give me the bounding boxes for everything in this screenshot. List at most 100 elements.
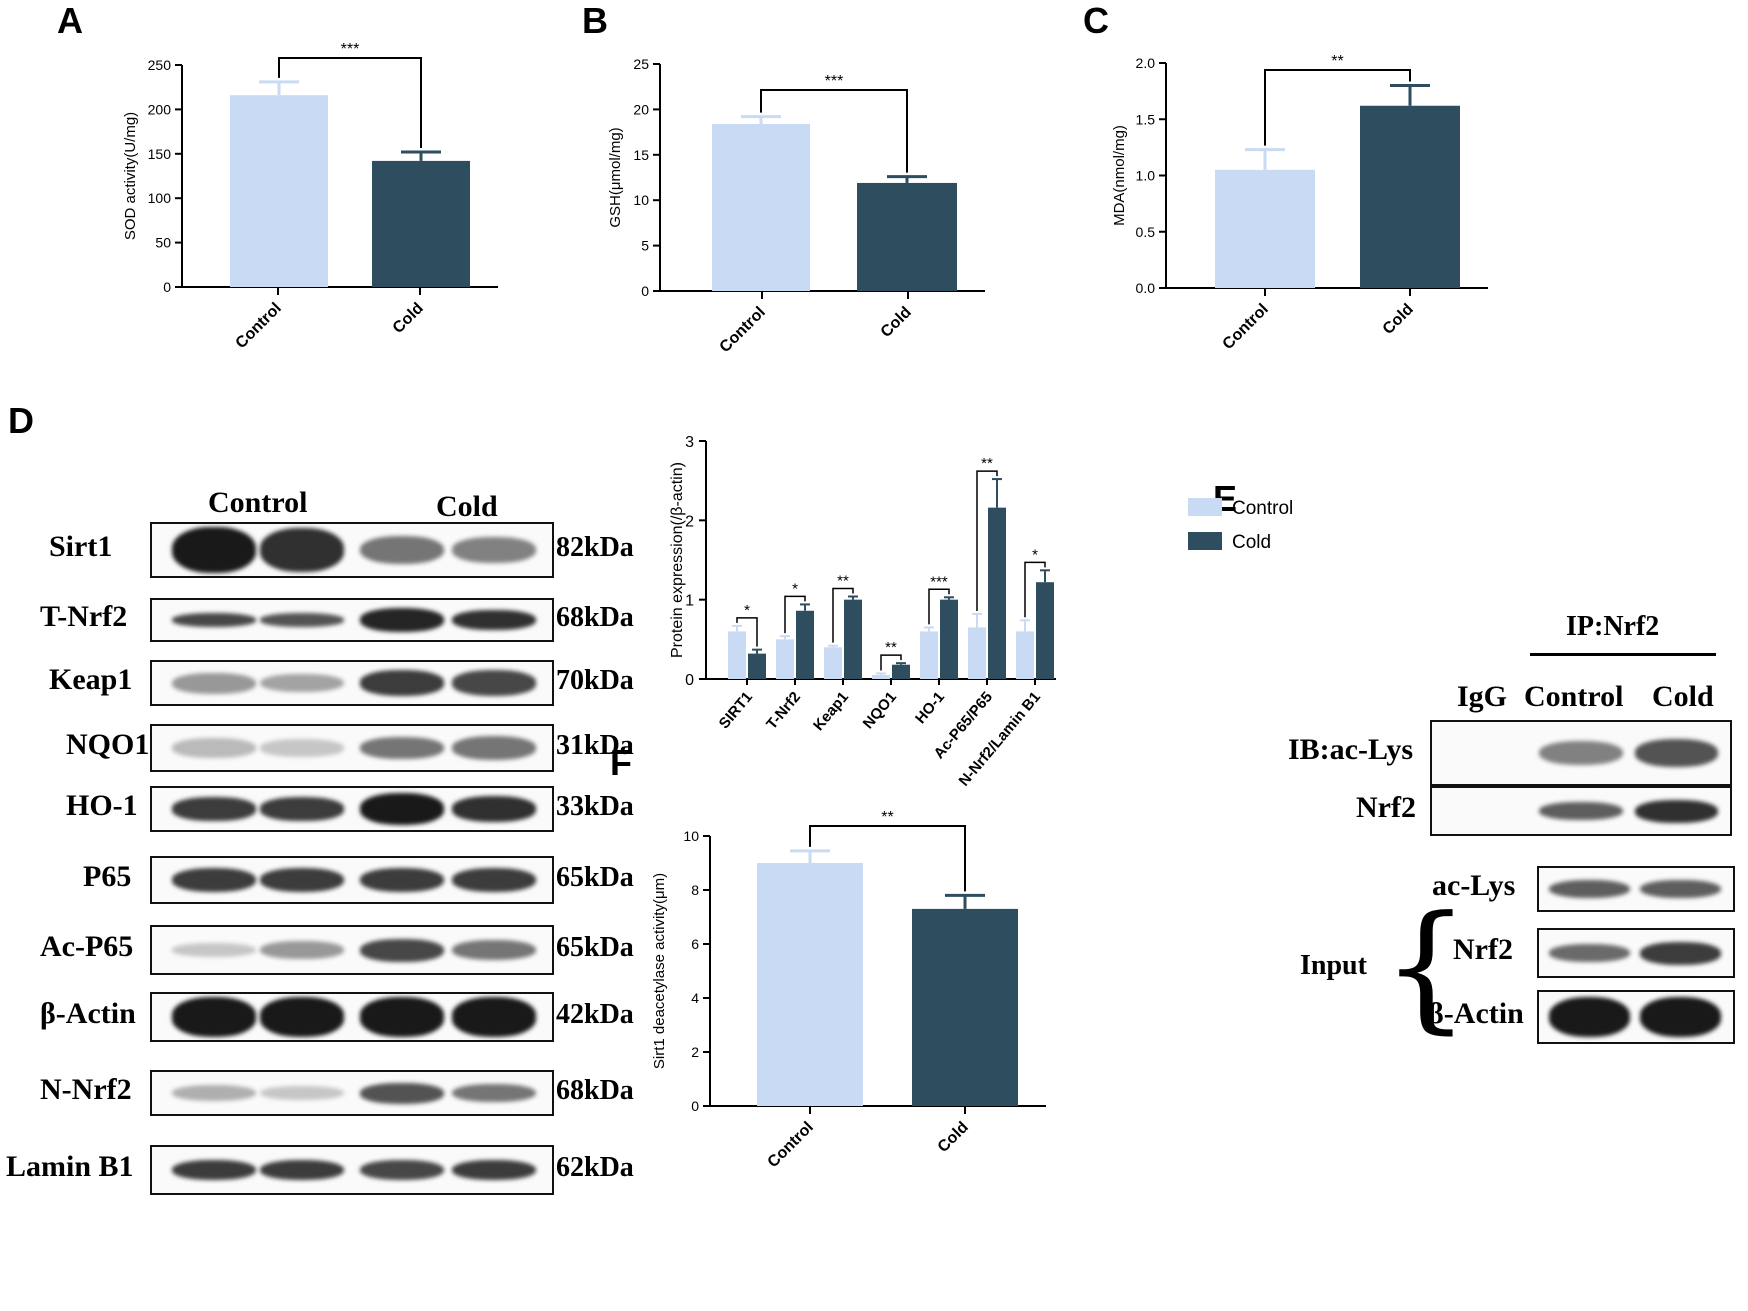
blot-d-row-box — [150, 925, 554, 975]
panel-letter-a: A — [57, 0, 83, 41]
chart-d-bar-cold — [988, 507, 1006, 679]
blot-e-input-row-label: ac-Lys — [1432, 869, 1516, 902]
chart-b-y-tick-label: 0 — [641, 283, 649, 299]
chart-d-bar-control — [920, 631, 938, 679]
chart-f-significance-bracket — [809, 825, 966, 892]
blot-e-ip-label: IP:Nrf2 — [1566, 611, 1660, 642]
blot-d-band — [360, 670, 444, 696]
blot-e-band — [1639, 879, 1722, 899]
blot-d-band — [260, 1085, 344, 1101]
chart-d-x-label: T-Nrf2 — [763, 689, 804, 733]
blot-d-row-label: β-Actin — [40, 997, 136, 1030]
panel-letter-c: C — [1083, 0, 1109, 41]
chart-f-x-label-cold: Cold — [935, 1119, 972, 1156]
blot-d-row-label: Ac-P65 — [40, 930, 134, 963]
blot-d-row-box — [150, 660, 554, 706]
chart-f-y-tick-label: 10 — [683, 828, 699, 844]
chart-d-y-label: Protein expression(/β-actin) — [669, 462, 686, 658]
chart-d-bar-control — [824, 647, 842, 679]
blot-d-row-kda: 62kDa — [556, 1152, 634, 1183]
blot-d-band — [360, 793, 444, 825]
blot-e-band — [1548, 943, 1631, 963]
chart-b-y-tick-label: 20 — [633, 101, 649, 117]
chart-c-x-label-cold: Cold — [1380, 301, 1417, 338]
chart-d-significance-bracket — [976, 470, 998, 611]
blot-d-band — [172, 797, 256, 821]
blot-d-row-label: N-Nrf2 — [40, 1073, 132, 1106]
blot-e-input-row-label: Nrf2 — [1453, 933, 1513, 966]
blot-d-band — [452, 796, 536, 822]
blot-e-input-brace: { — [1382, 886, 1470, 1047]
chart-d-bar-control — [968, 627, 986, 679]
panel-letter-f: F — [610, 742, 632, 783]
blot-d-row-box — [150, 1070, 554, 1116]
blot-d-band — [260, 867, 344, 893]
chart-d-legend-swatch-control — [1188, 498, 1222, 516]
chart-d-significance: *** — [930, 573, 948, 590]
blot-e-input-box — [1537, 990, 1735, 1044]
blot-d-band — [172, 1084, 256, 1102]
blot-d-band — [172, 738, 256, 758]
chart-d-y-tick-label: 0 — [685, 672, 694, 689]
blot-d-row-kda: 65kDa — [556, 932, 634, 963]
blot-e-ip-line — [1530, 653, 1716, 656]
chart-a-y-tick-label: 150 — [148, 146, 172, 162]
blot-e-input-row-label: β-Actin — [1428, 997, 1524, 1030]
blot-d-band — [172, 997, 256, 1037]
blot-d-band — [360, 867, 444, 893]
chart-f-bar-cold — [912, 908, 1018, 1106]
chart-d-significance: ** — [981, 455, 993, 472]
blot-d-band — [260, 739, 344, 757]
panel-letter-b: B — [582, 0, 608, 41]
blot-e-lane-control: Control — [1524, 680, 1624, 713]
blot-d-band — [260, 997, 344, 1037]
chart-a-y-tick-label: 50 — [155, 235, 171, 251]
panel-letter-d: D — [8, 400, 34, 441]
chart-d-bar-cold — [844, 599, 862, 679]
blot-e-band — [1634, 739, 1719, 767]
chart-d-bar-cold — [796, 610, 814, 679]
blot-d-row-box — [150, 856, 554, 904]
chart-c-significance: ** — [1331, 53, 1343, 70]
blot-d-row-box — [150, 598, 554, 642]
chart-d-bar-control — [728, 631, 746, 679]
chart-d-bar-control — [1016, 631, 1034, 679]
blot-d-row-label: NQO1 — [66, 728, 150, 761]
chart-b-bar-cold — [857, 182, 957, 291]
chart-d-significance: * — [792, 580, 798, 597]
blot-e-lane-igg: IgG — [1457, 680, 1508, 713]
chart-c-y-tick-label: 0.0 — [1136, 280, 1156, 296]
chart-a-y-tick-label: 0 — [163, 279, 171, 295]
blot-d-band — [360, 737, 444, 759]
chart-d-significance-bracket — [1024, 561, 1046, 618]
blot-d-header-cold: Cold — [436, 490, 498, 523]
chart-b-bar-control — [712, 123, 810, 291]
chart-d-significance-bracket — [784, 595, 806, 634]
blot-d-band — [452, 867, 536, 893]
chart-d-legend-label-control: Control — [1232, 498, 1293, 519]
blot-d-header-control: Control — [208, 486, 308, 519]
blot-e-input-label: Input — [1300, 950, 1367, 981]
blot-d-band — [360, 535, 444, 565]
blot-d-row-kda: 70kDa — [556, 665, 634, 696]
blot-d-row-box — [150, 522, 554, 578]
blot-e-band — [1639, 997, 1722, 1037]
chart-f-y-tick-label: 0 — [691, 1098, 699, 1114]
blot-d-band — [360, 938, 444, 962]
chart-d-legend-swatch-cold — [1188, 532, 1222, 550]
chart-c-y-label: MDA(nmol/mg) — [1111, 125, 1128, 226]
blot-d-band — [260, 797, 344, 821]
blot-d-band — [172, 672, 256, 694]
blot-d-row-label: P65 — [83, 860, 132, 893]
chart-c-x-label-control: Control — [1220, 301, 1272, 353]
chart-a-bar-control — [230, 95, 328, 287]
chart-a-bar-cold — [372, 160, 470, 287]
chart-f-bar-control — [757, 863, 863, 1106]
chart-a-y-tick-label: 200 — [148, 101, 172, 117]
blot-d-band — [172, 943, 256, 957]
chart-d-bar-cold — [892, 664, 910, 679]
blot-d-band — [172, 526, 256, 574]
blot-d-band — [452, 939, 536, 961]
chart-c-y-tick-label: 2.0 — [1136, 55, 1156, 71]
